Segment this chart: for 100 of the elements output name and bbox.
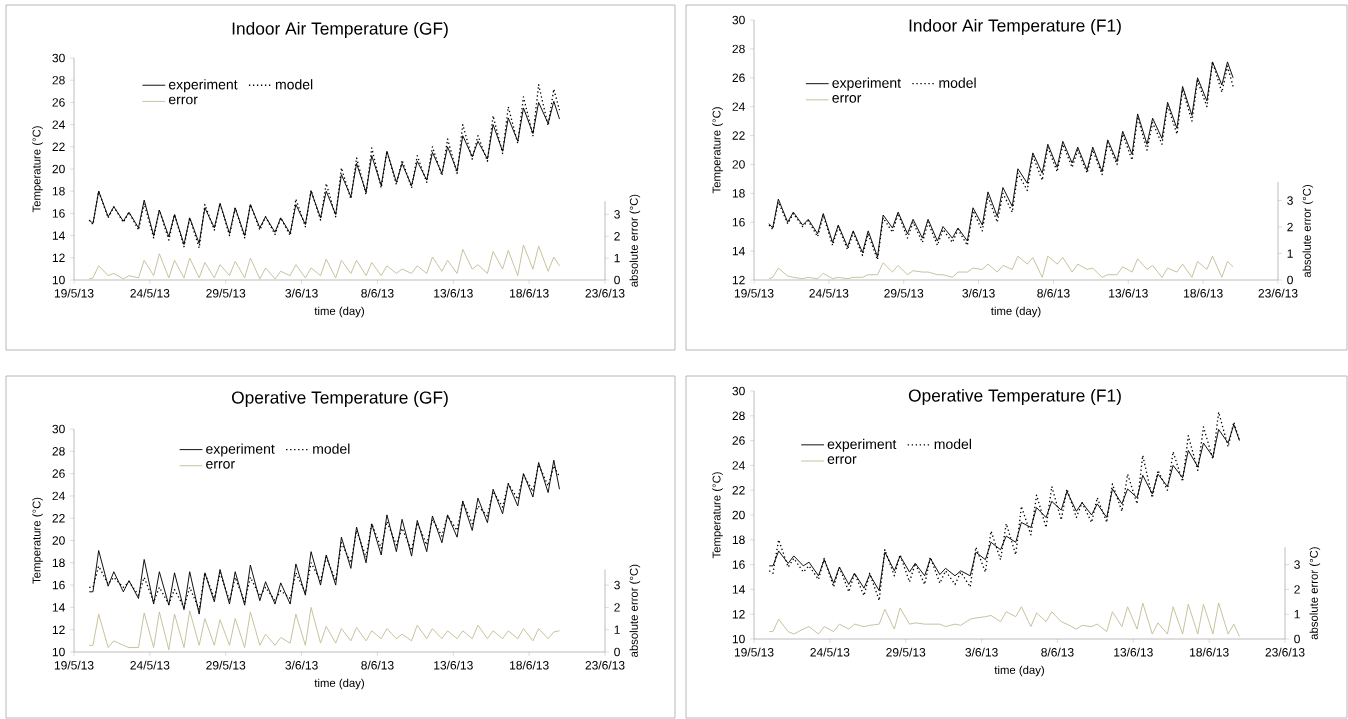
x-tick-label: 8/6/13: [1041, 647, 1074, 657]
x-tick-label: 13/6/13: [1114, 647, 1153, 657]
legend-label: model: [934, 438, 971, 450]
y-tick-label: 28: [732, 44, 745, 54]
legend-label: error: [206, 461, 235, 469]
x-tick-label: 29/5/13: [206, 660, 246, 670]
y-tick-label: 24: [52, 491, 65, 501]
legend-label: model: [275, 79, 313, 90]
x-tick-label: 24/5/13: [130, 660, 170, 670]
y2-tick-label: 3: [614, 210, 620, 219]
x-tick-label: 3/6/13: [965, 647, 998, 657]
y-tick-label: 26: [52, 98, 65, 107]
y2-tick-label: 2: [1287, 222, 1293, 232]
x-tick-label: 23/6/13: [585, 288, 625, 298]
y-axis-title: Temperature (°C): [712, 472, 723, 559]
y-tick-label: 18: [732, 189, 745, 198]
y-tick-label: 30: [732, 15, 745, 25]
legend-label: model: [939, 77, 976, 88]
x-tick-label: 23/6/13: [1265, 647, 1305, 657]
y-tick-label: 26: [732, 436, 745, 445]
y2-tick-label: 1: [614, 253, 620, 263]
x-tick-label: 8/6/13: [361, 660, 394, 670]
y2-tick-label: 3: [1294, 560, 1300, 569]
x-tick-label: 8/6/13: [361, 288, 394, 298]
y-tick-label: 16: [732, 217, 745, 227]
y-tick-label: 30: [732, 386, 745, 396]
legend-label: experiment: [206, 443, 275, 457]
y2-tick-label: 0: [1287, 275, 1293, 285]
y2-tick-label: 3: [1287, 196, 1293, 205]
y2-axis-title: absolute error (°C): [1309, 547, 1321, 640]
y2-tick-label: 2: [614, 232, 620, 241]
y-tick-label: 30: [52, 424, 65, 434]
x-tick-label: 3/6/13: [285, 660, 318, 670]
x-tick-label: 23/6/13: [1258, 288, 1298, 298]
x-tick-label: 3/6/13: [285, 288, 318, 298]
chart-title: Operative Temperature (GF): [231, 390, 448, 408]
chart-title: Indoor Air Temperature (GF): [232, 21, 448, 39]
y-tick-label: 28: [732, 411, 745, 421]
y-tick-label: 30: [52, 53, 65, 63]
x-tick-label: 18/6/13: [510, 660, 549, 670]
y-tick-label: 10: [52, 275, 65, 285]
y-tick-label: 14: [732, 246, 745, 256]
legend-label: error: [827, 456, 857, 464]
y-axis-title: Temperature (°C): [712, 107, 723, 194]
y-tick-label: 24: [52, 120, 65, 129]
y2-tick-label: 0: [1294, 634, 1300, 644]
y-tick-label: 24: [732, 102, 745, 111]
x-tick-label: 18/6/13: [510, 288, 549, 298]
y-tick-label: 12: [732, 610, 745, 619]
x-axis-title: time (day): [994, 665, 1044, 677]
x-axis-title: time (day): [990, 306, 1041, 318]
x-tick-label: 29/5/13: [886, 647, 926, 657]
y-tick-label: 16: [732, 560, 745, 569]
y-tick-label: 12: [52, 625, 65, 634]
y-tick-label: 16: [52, 209, 65, 218]
y-tick-label: 26: [732, 73, 745, 83]
y2-axis-title: absolute error (°C): [629, 194, 641, 287]
y2-axis-title: absolute error (°C): [629, 564, 641, 657]
y-axis-title: Temperature (°C): [32, 126, 43, 213]
x-tick-label: 13/6/13: [434, 660, 473, 670]
legend-label: experiment: [827, 438, 897, 452]
chart-title: Operative Temperature (F1): [908, 388, 1121, 406]
x-tick-label: 18/6/13: [1190, 647, 1229, 657]
legend-label: error: [168, 96, 198, 105]
y-tick-label: 20: [52, 536, 65, 545]
y2-axis-title: absolute error (°C): [1302, 185, 1314, 278]
x-tick-label: 24/5/13: [130, 288, 170, 298]
legend-label: model: [313, 443, 350, 454]
y-tick-label: 22: [732, 131, 745, 140]
y-tick-label: 14: [52, 603, 65, 612]
y-axis-title: Temperature (°C): [32, 497, 43, 584]
x-tick-label: 24/5/13: [810, 647, 850, 657]
legend-label: error: [832, 95, 862, 103]
y2-tick-label: 0: [614, 275, 620, 285]
x-tick-label: 19/5/13: [734, 288, 774, 298]
y2-tick-label: 2: [1294, 585, 1300, 594]
y2-tick-label: 0: [614, 647, 620, 657]
x-tick-label: 19/5/13: [54, 288, 94, 298]
y-tick-label: 12: [52, 253, 65, 262]
y-tick-label: 22: [732, 486, 745, 495]
y-tick-label: 26: [52, 469, 65, 478]
x-tick-label: 29/5/13: [884, 288, 924, 298]
x-tick-label: 23/6/13: [585, 660, 625, 670]
y-tick-label: 28: [52, 447, 65, 456]
y-tick-label: 20: [52, 164, 65, 174]
y2-tick-label: 1: [1287, 249, 1293, 258]
x-tick-label: 13/6/13: [434, 288, 473, 298]
y-tick-label: 14: [52, 231, 65, 240]
x-axis-title: time (day): [314, 678, 364, 690]
y-tick-label: 18: [732, 535, 745, 545]
y-tick-label: 14: [732, 585, 745, 594]
x-tick-label: 19/5/13: [54, 660, 94, 670]
legend-label: experiment: [168, 79, 238, 93]
y-tick-label: 24: [732, 461, 745, 470]
y-tick-label: 28: [52, 75, 65, 85]
x-tick-label: 3/6/13: [962, 288, 995, 298]
y-tick-label: 20: [732, 160, 745, 169]
y-tick-label: 22: [52, 514, 65, 523]
y2-tick-label: 1: [614, 625, 620, 634]
y-tick-label: 12: [732, 275, 745, 285]
